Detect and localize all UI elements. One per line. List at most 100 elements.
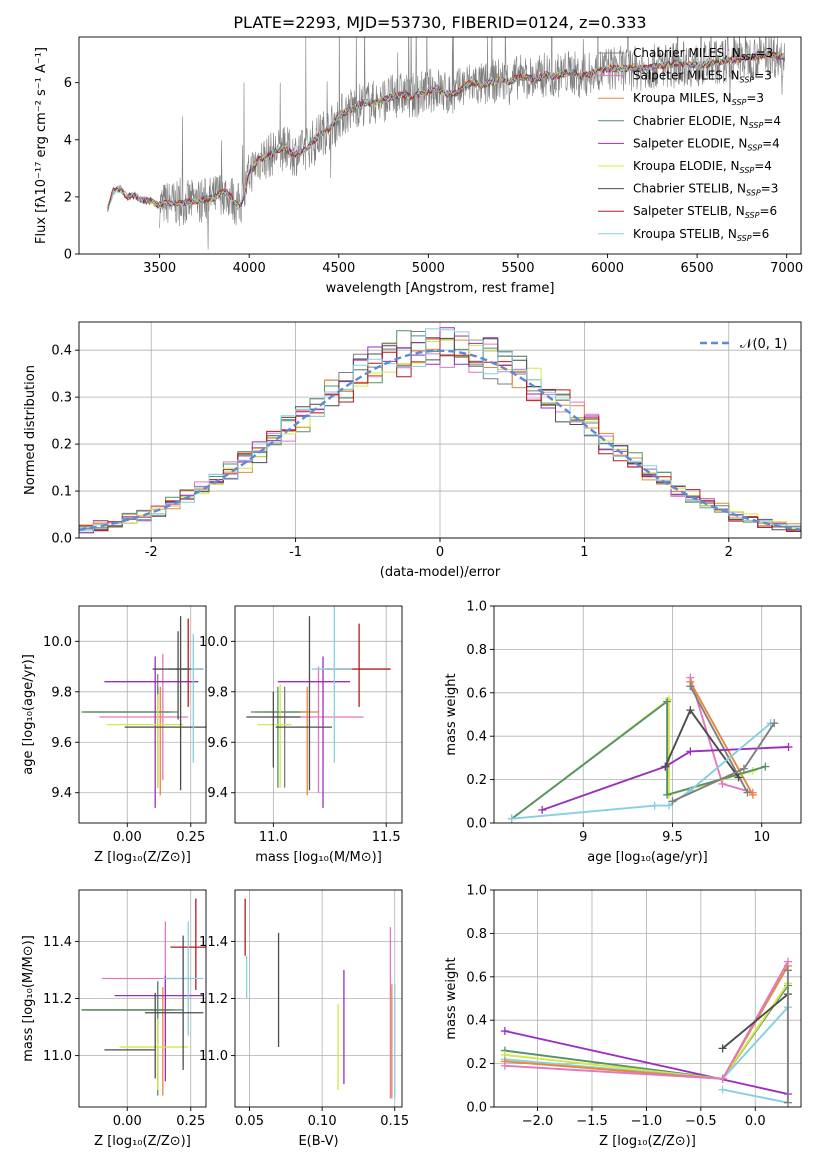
x-tick-label: 2 xyxy=(725,545,733,560)
y-tick-label: 6 xyxy=(64,76,72,91)
weight-marker xyxy=(743,788,752,797)
weight-line xyxy=(511,697,754,820)
panel-residuals: 𝒩(0, 1) -2 -1 0 1 2 0.0 0.1 0.2 0.3 0.4 (data-model… xyxy=(23,321,802,580)
x-tick-label: 0.25 xyxy=(176,830,205,845)
y-tick-label: 0.4 xyxy=(466,1014,487,1029)
weight-marker xyxy=(650,801,659,810)
x-tick-label: 0.25 xyxy=(176,1114,205,1129)
legend-label: Kroupa ELODIE, NSSP=4 xyxy=(633,159,772,175)
y-tick-label: 0.3 xyxy=(51,391,72,406)
legend-label: Salpeter ELODIE, NSSP=4 xyxy=(633,136,780,152)
x-tick-label: −0.5 xyxy=(685,1114,717,1129)
weight-line xyxy=(664,708,740,778)
x-tick-label: -2 xyxy=(145,545,158,560)
y-tick-label: 9.6 xyxy=(51,736,72,751)
plot-area xyxy=(244,898,396,1099)
x-axis-label: Z [log₁₀(Z/Z⊙)] xyxy=(94,1134,191,1149)
panel-age_vs_Z: 0.00 0.25 9.4 9.6 9.8 10.0 Z [log₁₀(Z/Z⊙)] age … xyxy=(21,605,207,865)
y-tick-label: 9.4 xyxy=(207,786,228,801)
y-axis-label: mass [log₁₀(M/M⊙)] xyxy=(21,935,36,1062)
weight-marker xyxy=(734,773,743,782)
legend-label: Chabrier ELODIE, NSSP=4 xyxy=(633,114,781,130)
panel-spectrum: Chabrier MILES, NSSP=3 Salpeter MILES, NS… xyxy=(34,36,803,296)
x-axis-label: Z [log₁₀(Z/Z⊙)] xyxy=(599,1134,696,1149)
plot-area xyxy=(246,606,391,808)
x-tick-label: 0 xyxy=(436,545,444,560)
x-tick-label: 0.00 xyxy=(113,1114,142,1129)
weight-marker xyxy=(718,779,727,788)
residual-histogram xyxy=(79,328,801,538)
y-tick-label: 0.0 xyxy=(466,817,487,832)
y-tick-label: 1.0 xyxy=(466,600,487,615)
y-tick-label: 0.8 xyxy=(466,927,487,942)
axes-frame xyxy=(78,605,207,824)
model-line xyxy=(107,51,785,209)
x-tick-label: 0.05 xyxy=(235,1114,264,1129)
x-tick-label: 0.10 xyxy=(308,1114,337,1129)
x-tick-label: 3500 xyxy=(143,261,176,276)
y-tick-label: 11.2 xyxy=(199,992,228,1007)
x-tick-label: 4500 xyxy=(322,261,355,276)
y-tick-label: 4 xyxy=(64,133,72,148)
weight-marker xyxy=(661,762,670,771)
y-tick-label: 0.4 xyxy=(51,344,72,359)
y-tick-label: 9.6 xyxy=(207,736,228,751)
weight-marker xyxy=(739,764,748,773)
x-tick-label: 10 xyxy=(753,830,770,845)
y-tick-label: 0.4 xyxy=(466,730,487,745)
weight-marker xyxy=(761,762,770,771)
y-axis-label: mass weight xyxy=(444,957,459,1039)
weight-marker xyxy=(668,797,677,806)
y-tick-label: 11.4 xyxy=(43,935,72,950)
y-tick-label: 0.2 xyxy=(466,1057,487,1072)
model-line xyxy=(107,49,785,210)
x-axis-label: Z [log₁₀(Z/Z⊙)] xyxy=(94,850,191,865)
y-tick-label: 2 xyxy=(64,190,72,205)
weight-marker xyxy=(500,1061,509,1070)
weight-line xyxy=(689,681,754,796)
y-tick-label: 11.4 xyxy=(199,935,228,950)
y-tick-label: 0.0 xyxy=(51,532,72,547)
weight-marker xyxy=(538,805,547,814)
y-tick-label: 10.0 xyxy=(43,635,72,650)
legend-label: Kroupa MILES, NSSP=3 xyxy=(633,91,764,107)
legend-label: Chabrier STELIB, NSSP=3 xyxy=(633,182,778,198)
weight-marker xyxy=(783,966,792,975)
panel-mass_vs_EBV: 0.05 0.10 0.15 11.0 11.2 11.4 E(B-V) xyxy=(199,889,409,1149)
y-tick-label: 11.2 xyxy=(43,992,72,1007)
weight-marker xyxy=(507,814,516,823)
y-tick-label: 10.0 xyxy=(199,635,228,650)
x-tick-label: 11.5 xyxy=(372,830,401,845)
x-axis-label: mass [log₁₀(M/M⊙)] xyxy=(255,850,382,865)
plot-area xyxy=(107,37,785,250)
weight-marker xyxy=(718,1085,727,1094)
x-tick-label: 6500 xyxy=(681,261,714,276)
weight-marker xyxy=(784,743,793,752)
legend-label: Salpeter MILES, NSSP=3 xyxy=(633,69,772,85)
weight-line xyxy=(511,722,772,820)
weight-marker xyxy=(664,801,673,810)
y-tick-label: 9.8 xyxy=(207,685,228,700)
x-tick-label: 6000 xyxy=(591,261,624,276)
y-tick-label: 0.0 xyxy=(466,1101,487,1116)
x-tick-label: 4000 xyxy=(233,261,266,276)
weight-line xyxy=(721,993,789,1050)
weight-marker xyxy=(663,697,672,706)
panel-weight_vs_Z: −2.0 −1.5 −1.0 −0.5 0.0 0.0 0.2 0.4 0.6 0.8 1.0 Z [… xyxy=(444,884,802,1149)
axes-frame xyxy=(234,605,403,824)
legend-label: Chabrier MILES, NSSP=3 xyxy=(633,46,773,62)
x-axis-label: E(B-V) xyxy=(298,1134,338,1149)
panel-weight_vs_age: 9 9.5 10 0.0 0.2 0.4 0.6 0.8 1.0 age [log₁₀(age/y… xyxy=(444,600,802,865)
weight-marker xyxy=(500,1027,509,1036)
y-tick-label: 0.2 xyxy=(51,438,72,453)
weight-line xyxy=(504,1030,789,1095)
x-tick-label: −2.0 xyxy=(522,1114,554,1129)
x-tick-label: 11.0 xyxy=(259,830,288,845)
x-tick-label: 0.0 xyxy=(745,1114,766,1129)
y-tick-label: 11.0 xyxy=(199,1049,228,1064)
panel-mass_vs_Z: 0.00 0.25 11.0 11.2 11.4 Z [log₁₀(Z/Z⊙)] mass … xyxy=(21,889,207,1149)
panel-age_vs_mass: 11.0 11.5 9.4 9.6 9.8 10.0 mass [log₁₀(M/M⊙)] xyxy=(199,605,403,865)
y-axis-label: Flux [fλ10⁻¹⁷ erg cm⁻² s⁻¹ A⁻¹] xyxy=(34,47,49,244)
x-tick-label: -1 xyxy=(289,545,302,560)
